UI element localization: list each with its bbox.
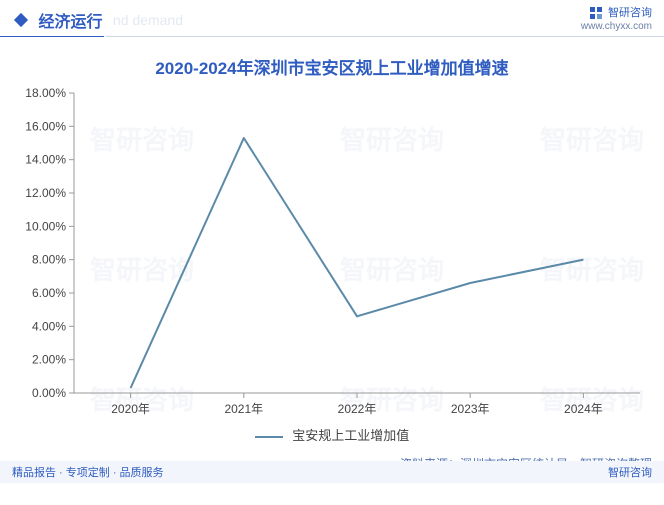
header-ghost-subtitle: nd demand: [113, 12, 183, 28]
line-chart: 0.00% 2.00% 4.00% 6.00% 8.00% 10.00% 12.00% 14.…: [0, 83, 664, 423]
brand-block: 智研咨询 www.chyxx.com: [581, 6, 652, 34]
svg-text:2021年: 2021年: [224, 402, 263, 416]
brand-logo-icon: [590, 7, 602, 19]
svg-text:10.00%: 10.00%: [25, 219, 66, 233]
footer-bar: 精品报告 · 专项定制 · 品质服务 智研咨询: [0, 461, 664, 483]
header-underline: [106, 36, 664, 37]
svg-text:18.00%: 18.00%: [25, 86, 66, 100]
svg-text:14.00%: 14.00%: [25, 153, 66, 167]
svg-text:6.00%: 6.00%: [32, 286, 66, 300]
chart-area: 0.00% 2.00% 4.00% 6.00% 8.00% 10.00% 12.00% 14.…: [0, 83, 664, 453]
diamond-icon: [14, 13, 28, 27]
chart-title: 2020-2024年深圳市宝安区规上工业增加值增速: [0, 54, 664, 79]
footer: 资料来源：深圳市宝安区统计局、智研咨询整理 精品报告 · 专项定制 · 品质服务…: [0, 453, 664, 483]
svg-text:8.00%: 8.00%: [32, 253, 66, 267]
legend: 宝安规上工业增加值: [0, 425, 664, 444]
footer-tagline: 精品报告 · 专项定制 · 品质服务: [12, 464, 164, 480]
svg-text:2023年: 2023年: [451, 402, 490, 416]
svg-text:16.00%: 16.00%: [25, 119, 66, 133]
header: 经济运行 nd demand 智研咨询 www.chyxx.com: [0, 0, 664, 42]
footer-brand: 智研咨询: [608, 464, 652, 480]
header-underline-accent: [0, 36, 104, 37]
svg-text:2.00%: 2.00%: [32, 353, 66, 367]
section-label: 经济运行: [38, 8, 102, 32]
brand-name: 智研咨询: [608, 7, 652, 19]
svg-text:2022年: 2022年: [338, 402, 377, 416]
svg-text:2024年: 2024年: [564, 402, 603, 416]
svg-text:12.00%: 12.00%: [25, 186, 66, 200]
svg-text:4.00%: 4.00%: [32, 319, 66, 333]
brand-url: www.chyxx.com: [581, 20, 652, 34]
svg-text:0.00%: 0.00%: [32, 386, 66, 400]
svg-text:2020年: 2020年: [111, 402, 150, 416]
legend-label: 宝安规上工业增加值: [292, 428, 409, 443]
legend-swatch: [255, 436, 283, 438]
